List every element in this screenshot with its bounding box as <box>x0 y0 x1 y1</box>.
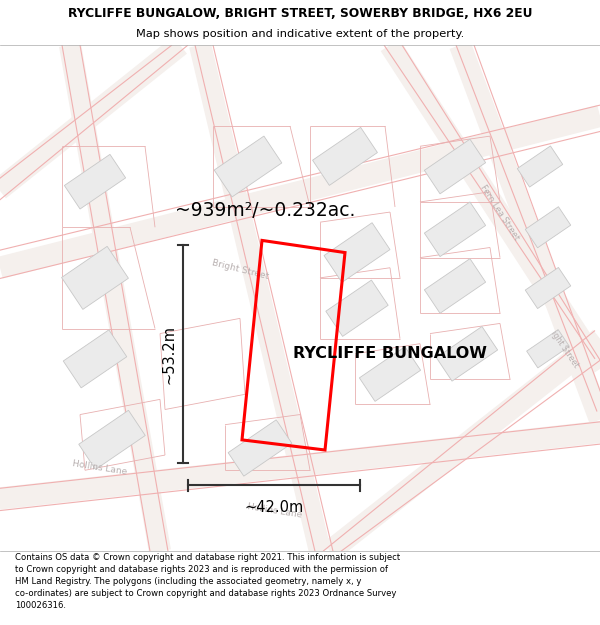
Polygon shape <box>228 420 292 476</box>
Polygon shape <box>79 410 145 469</box>
Polygon shape <box>214 136 282 197</box>
Polygon shape <box>326 280 388 336</box>
Polygon shape <box>436 326 497 381</box>
Polygon shape <box>63 330 127 388</box>
Text: RYCLIFFE BUNGALOW: RYCLIFFE BUNGALOW <box>293 346 487 361</box>
Polygon shape <box>359 347 421 401</box>
Polygon shape <box>424 202 485 257</box>
Polygon shape <box>525 207 571 248</box>
Text: Hollins Lane: Hollins Lane <box>72 459 128 477</box>
Polygon shape <box>517 146 563 187</box>
Polygon shape <box>424 259 485 313</box>
Text: ~42.0m: ~42.0m <box>244 499 304 514</box>
Polygon shape <box>525 268 571 309</box>
Polygon shape <box>64 154 125 209</box>
Text: Contains OS data © Crown copyright and database right 2021. This information is : Contains OS data © Crown copyright and d… <box>15 554 400 609</box>
Polygon shape <box>424 139 485 194</box>
Text: Hollins Lane: Hollins Lane <box>247 502 303 519</box>
Polygon shape <box>62 246 128 309</box>
Text: ~53.2m: ~53.2m <box>161 325 176 384</box>
Text: RYCLIFFE BUNGALOW, BRIGHT STREET, SOWERBY BRIDGE, HX6 2EU: RYCLIFFE BUNGALOW, BRIGHT STREET, SOWERB… <box>68 7 532 20</box>
Text: Fern Lea Street: Fern Lea Street <box>479 182 521 241</box>
Polygon shape <box>527 329 569 368</box>
Text: ~939m²/~0.232ac.: ~939m²/~0.232ac. <box>175 201 355 219</box>
Text: Bright Street: Bright Street <box>211 258 269 281</box>
Polygon shape <box>313 127 377 186</box>
Polygon shape <box>324 222 390 282</box>
Text: Map shows position and indicative extent of the property.: Map shows position and indicative extent… <box>136 29 464 39</box>
Text: ight Street: ight Street <box>550 329 581 369</box>
